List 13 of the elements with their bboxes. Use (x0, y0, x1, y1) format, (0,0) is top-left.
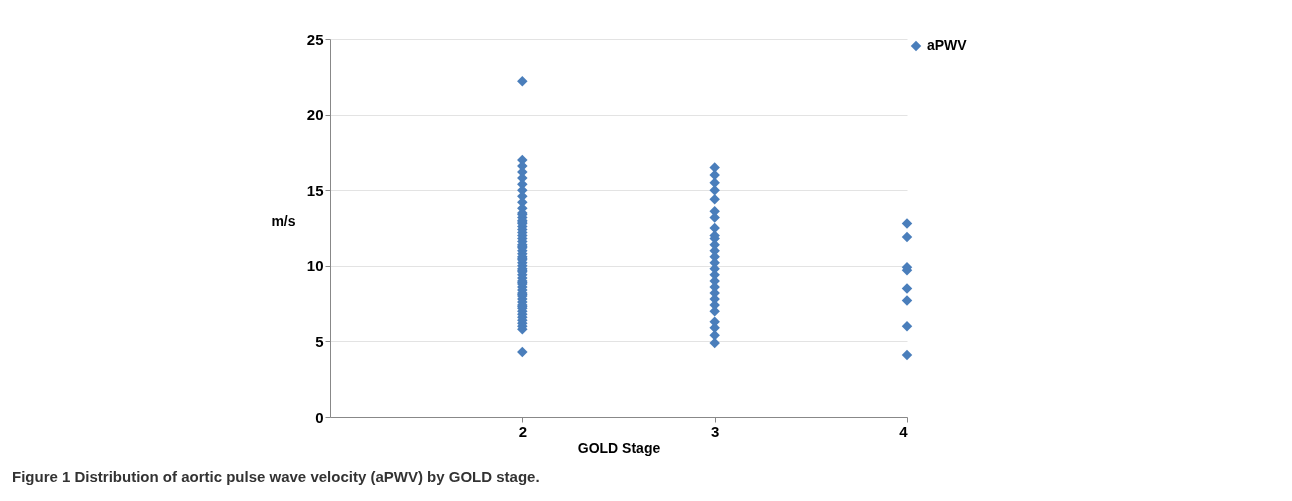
y-tick-label: 10 (306, 257, 324, 275)
y-tick-label: 25 (306, 30, 324, 48)
y-tick-label: 15 (306, 181, 324, 199)
y-tick-label: 5 (315, 332, 324, 350)
y-axis-title: m/s (271, 212, 296, 229)
x-tick-label: 4 (899, 422, 909, 440)
x-tick-label: 3 (710, 422, 720, 440)
x-tick-label: 2 (518, 422, 528, 440)
x-axis-title: GOLD Stage (577, 439, 661, 456)
y-tick-label: 20 (306, 106, 324, 124)
caption: Figure 1 Distribution of aortic pulse wave velocity (aPWV) by GOLD stage. (12, 468, 540, 485)
y-tick-label: 0 (315, 408, 324, 426)
legend-label: aPWV (927, 37, 968, 53)
